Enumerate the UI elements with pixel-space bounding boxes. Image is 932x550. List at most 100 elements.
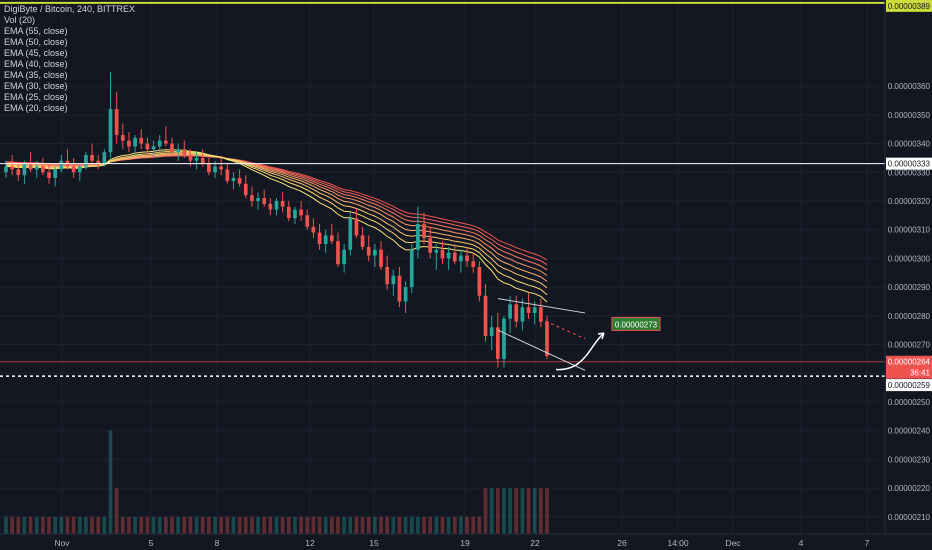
- volume-bar-34: [213, 516, 217, 534]
- candle-body-6: [41, 166, 45, 173]
- forecast-arrow: [555, 332, 605, 371]
- date-tick-4: 15: [369, 538, 379, 548]
- last-price-tag-text: 0.00000264: [888, 358, 931, 367]
- volume-bar-65: [403, 516, 408, 534]
- volume-bar-30: [188, 516, 193, 534]
- legend-indicator-1: EMA (55, close): [4, 26, 68, 36]
- candle-body-84: [520, 307, 525, 322]
- candle-body-22: [139, 137, 144, 144]
- volume-bar-71: [440, 516, 445, 534]
- price-tick-14: 0.00000220: [888, 484, 931, 493]
- volume-bar-8: [53, 516, 58, 534]
- candle-body-68: [422, 223, 426, 239]
- volume-bar-56: [348, 516, 353, 534]
- candle-body-44: [274, 200, 279, 210]
- volume-bar-31: [194, 516, 199, 534]
- candle-body-46: [286, 206, 291, 219]
- candle-body-32: [200, 157, 205, 164]
- forecast-arrowhead: [597, 332, 605, 340]
- volume-bar-45: [280, 516, 285, 534]
- volume-bar-52: [323, 516, 328, 534]
- top-price-tag-box: [886, 0, 932, 12]
- date-tick-1: 5: [149, 538, 154, 548]
- volume-bar-81: [502, 488, 506, 534]
- candle-body-57: [354, 218, 359, 236]
- volume-bar-9: [59, 516, 64, 534]
- volume-bar-77: [477, 516, 482, 534]
- date-tick-11: 7: [865, 538, 870, 548]
- candle-body-37: [231, 178, 236, 181]
- candle-body-56: [348, 218, 353, 250]
- legend-indicators: Vol (20) EMA (55, close) EMA (50, close) EM…: [4, 15, 135, 114]
- candle-body-53: [329, 235, 334, 242]
- candle-body-69: [428, 238, 433, 253]
- candle-body-42: [262, 198, 267, 204]
- candle-body-14: [90, 155, 94, 161]
- candle-body-18: [114, 109, 119, 135]
- volume-bar-40: [250, 516, 254, 534]
- candle-body-58: [360, 235, 365, 247]
- candle-body-5: [34, 166, 39, 170]
- price-tick-13: 0.00000230: [888, 455, 931, 464]
- price-tick-3: 0.00000330: [888, 168, 931, 177]
- price-tick-2: 0.00000340: [888, 140, 931, 149]
- volume-bar-18: [114, 488, 119, 534]
- time-axis-background: [0, 534, 932, 550]
- volume-bar-86: [532, 488, 537, 534]
- candle-body-51: [317, 232, 322, 245]
- volume-bar-54: [336, 516, 340, 534]
- candle-body-80: [495, 327, 500, 359]
- candle-body-13: [84, 155, 88, 167]
- channel-lower-line: [497, 329, 586, 371]
- candle-body-86: [532, 307, 537, 313]
- volume-bar-13: [84, 516, 88, 534]
- volume-bar-61: [379, 516, 383, 534]
- volume-bar-3: [22, 516, 27, 534]
- candle-body-41: [256, 198, 260, 201]
- volume-bar-42: [262, 516, 267, 534]
- volume-bar-83: [514, 488, 519, 534]
- candle-body-79: [489, 327, 494, 336]
- volume-bar-48: [299, 516, 303, 534]
- candle-body-15: [96, 160, 101, 164]
- candle-body-55: [342, 249, 346, 265]
- candle-body-45: [280, 200, 285, 207]
- volume-bar-14: [90, 516, 94, 534]
- volume-bar-80: [495, 488, 500, 534]
- candle-body-3: [22, 163, 27, 176]
- candle-body-88: [545, 321, 549, 356]
- volume-bar-47: [293, 516, 297, 534]
- price-tick-9: 0.00000270: [888, 341, 931, 350]
- volume-bar-32: [200, 516, 205, 534]
- volume-bar-46: [286, 516, 291, 534]
- candle-body-21: [133, 137, 137, 147]
- legend-title: DigiByte / Bitcoin, 240, BITTREX: [4, 4, 136, 14]
- candle-body-35: [219, 166, 224, 170]
- volume-bar-57: [354, 516, 359, 534]
- candle-body-7: [47, 172, 51, 178]
- date-tick-6: 22: [530, 538, 540, 548]
- candle-body-73: [452, 252, 457, 262]
- volume-bar-28: [176, 516, 180, 534]
- candle-body-20: [127, 140, 131, 147]
- volume-bar-62: [385, 516, 390, 534]
- channel-upper-line: [497, 298, 586, 314]
- volume-bar-15: [96, 516, 101, 534]
- volume-bar-70: [434, 516, 439, 534]
- volume-bar-79: [489, 488, 494, 534]
- candle-body-24: [151, 146, 156, 150]
- volume-bar-59: [366, 516, 371, 534]
- volume-bar-36: [225, 516, 230, 534]
- price-tick-11: 0.00000250: [888, 398, 931, 407]
- legend-indicator-5: EMA (35, close): [4, 70, 68, 80]
- legend-indicator-8: EMA (20, close): [4, 103, 68, 113]
- volume-bar-60: [373, 516, 377, 534]
- candle-body-36: [225, 169, 230, 181]
- candle-body-74: [459, 255, 463, 262]
- candle-body-59: [366, 246, 371, 256]
- date-tick-2: 8: [215, 538, 220, 548]
- date-tick-9: Dec: [725, 538, 741, 548]
- volume-bar-73: [452, 516, 457, 534]
- volume-bar-66: [409, 516, 414, 534]
